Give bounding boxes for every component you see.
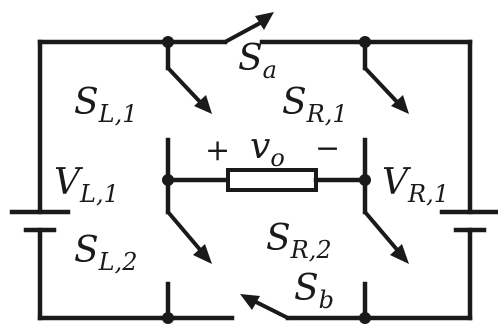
switch-sr1-arrowhead [391,95,409,114]
switch-sl2-blade [166,210,204,254]
label-sl1: SL,1 [74,82,138,128]
switch-sb-arrowhead [240,294,260,310]
label-sb: Sb [294,268,334,314]
label-vo-minus: − [315,131,340,166]
label-sl2: SL,2 [74,230,138,276]
label-sa: Sa [238,38,277,84]
junction-nodes [162,36,371,324]
node-bottom-right [359,312,371,324]
node-mid-left [162,174,174,186]
node-bottom-left [162,312,174,324]
battery-left [9,209,71,233]
switch-sr2-arrowhead [390,244,409,264]
resistor-body [226,168,318,192]
switch-sr1-blade [363,66,401,106]
node-top-right [359,36,371,48]
label-sr1: SR,1 [282,82,348,128]
label-vo-plus: + [205,133,230,168]
node-top-left [162,36,174,48]
switch-sa-blade [223,20,264,44]
battery-right [439,209,498,233]
switch-sl2-arrowhead [193,244,212,264]
node-mid-right [359,174,371,186]
label-sr2: SR,2 [266,218,332,264]
label-vo: vo [250,126,285,172]
switch-sl1-arrowhead [194,95,212,114]
switch-sa [223,12,274,44]
switch-sb-blade [250,298,290,320]
outer-wires [37,39,473,321]
switch-sa-arrowhead [255,12,274,30]
load-resistor [165,168,368,192]
label-vr1: VR,1 [382,162,449,208]
switch-sl1-blade [166,66,204,106]
switch-sb [240,294,290,320]
switch-sr2-blade [363,210,401,254]
label-vl1: VL,1 [54,162,119,208]
